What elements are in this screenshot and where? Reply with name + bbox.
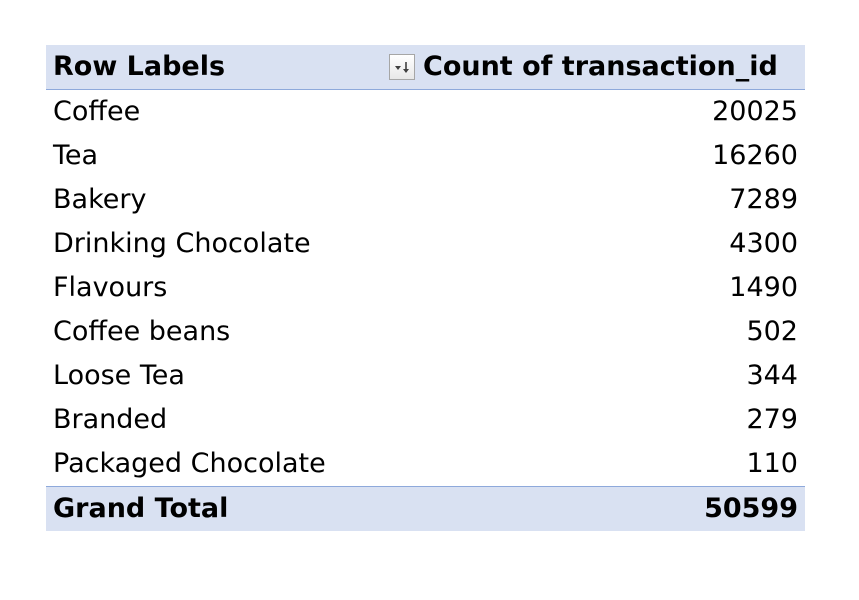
row-value: 344 <box>746 360 798 391</box>
row-label: Loose Tea <box>53 360 185 391</box>
row-label: Coffee <box>53 96 141 127</box>
row-label: Branded <box>53 404 168 435</box>
value-field-header[interactable]: Count of transaction_id <box>419 45 805 90</box>
row-value: 16260 <box>712 140 798 171</box>
row-value: 279 <box>746 404 798 435</box>
sort-filter-dropdown-icon[interactable] <box>389 53 415 80</box>
row-value: 7289 <box>729 184 798 215</box>
table-row: Packaged Chocolate 110 <box>46 442 805 487</box>
row-label: Packaged Chocolate <box>53 448 326 479</box>
table-row: Branded 279 <box>46 398 805 442</box>
row-label: Flavours <box>53 272 168 303</box>
filter-button-cell <box>382 45 419 90</box>
row-label: Coffee beans <box>53 316 231 347</box>
grand-total-value: 50599 <box>419 486 805 531</box>
row-label: Tea <box>53 140 99 171</box>
row-labels-header[interactable]: Row Labels <box>46 45 382 90</box>
row-value: 4300 <box>729 228 798 259</box>
grand-total-row: Grand Total 50599 <box>46 486 805 531</box>
row-value: 110 <box>746 448 798 479</box>
table-row: Drinking Chocolate 4300 <box>46 222 805 266</box>
row-label: Drinking Chocolate <box>53 228 311 259</box>
row-value: 1490 <box>729 272 798 303</box>
table-row: Bakery 7289 <box>46 178 805 222</box>
grand-total-label: Grand Total <box>46 486 419 531</box>
table-row: Loose Tea 344 <box>46 354 805 398</box>
row-value: 20025 <box>712 96 798 127</box>
row-value: 502 <box>746 316 798 347</box>
pivot-header-row: Row Labels Count of transaction_id <box>46 45 805 90</box>
pivot-table: Row Labels Count of transaction_id Coffe… <box>46 45 805 531</box>
table-row: Tea 16260 <box>46 134 805 178</box>
row-label: Bakery <box>53 184 147 215</box>
table-row: Flavours 1490 <box>46 266 805 310</box>
table-row: Coffee 20025 <box>46 90 805 135</box>
table-row: Coffee beans 502 <box>46 310 805 354</box>
